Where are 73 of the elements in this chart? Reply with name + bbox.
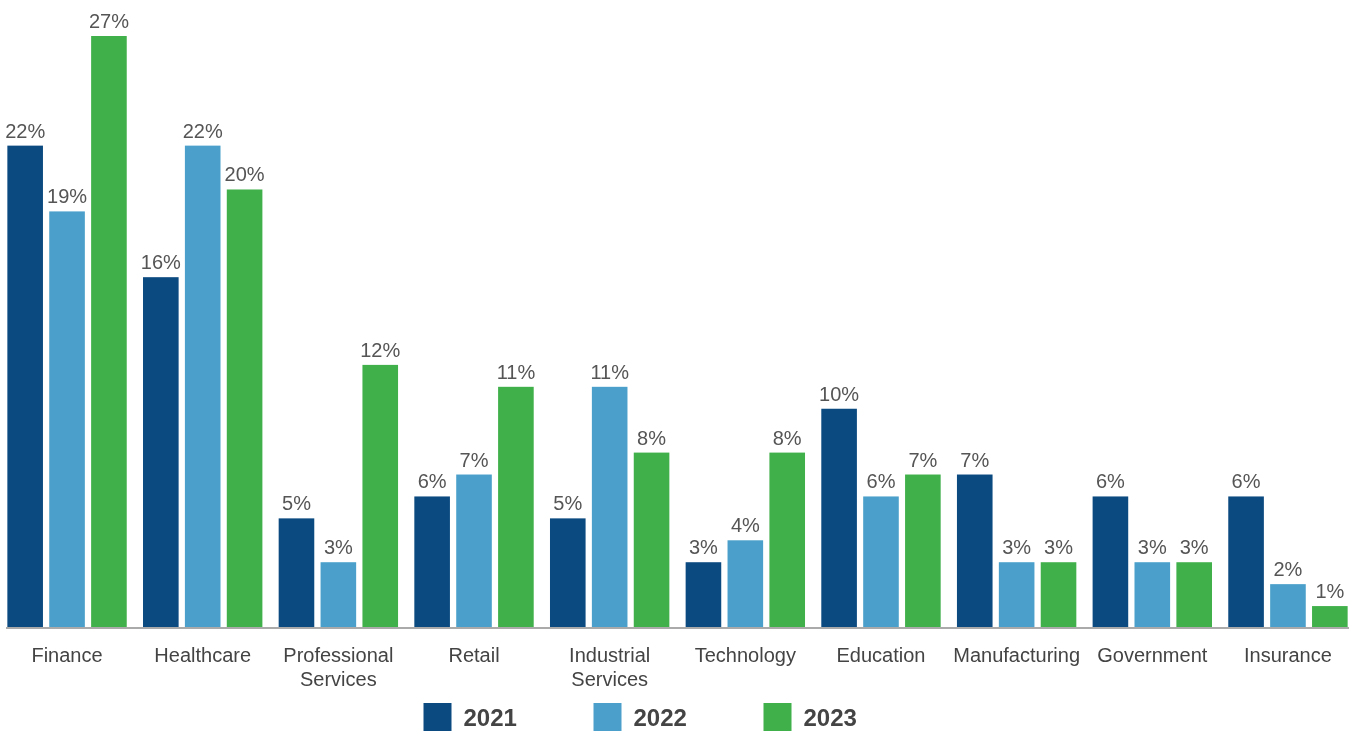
data-label: 22% bbox=[5, 119, 46, 142]
x-tick-label: Insurance bbox=[1244, 644, 1332, 666]
bar bbox=[769, 452, 806, 628]
bar bbox=[320, 562, 357, 628]
data-label: 3% bbox=[1179, 536, 1209, 559]
data-label: 22% bbox=[182, 119, 223, 142]
bar bbox=[414, 496, 450, 628]
bar bbox=[998, 562, 1035, 628]
data-label: 3% bbox=[1002, 536, 1032, 559]
bar bbox=[727, 540, 764, 628]
bar bbox=[905, 474, 941, 628]
bar bbox=[456, 474, 492, 628]
data-label: 3% bbox=[1137, 536, 1167, 559]
legend-label: 2023 bbox=[803, 704, 857, 731]
data-label: 7% bbox=[459, 448, 489, 471]
data-label: 6% bbox=[417, 470, 447, 493]
bar bbox=[1228, 496, 1264, 628]
data-label: 3% bbox=[1044, 536, 1074, 559]
bar bbox=[49, 211, 85, 628]
data-label: 3% bbox=[323, 536, 354, 559]
data-label: 4% bbox=[730, 514, 760, 537]
bar bbox=[591, 386, 628, 628]
data-label: 3% bbox=[688, 536, 719, 559]
bar bbox=[863, 496, 899, 628]
data-label: 19% bbox=[47, 185, 88, 208]
legend-label: 2021 bbox=[463, 704, 517, 731]
x-tick-label: Professional Services bbox=[283, 644, 394, 690]
bar bbox=[1176, 562, 1212, 628]
bar bbox=[549, 518, 586, 628]
data-label: 11% bbox=[590, 360, 630, 383]
data-label: 10% bbox=[819, 382, 860, 405]
x-tick-label: Industrial Services bbox=[569, 644, 651, 690]
x-tick-label: Government bbox=[1097, 644, 1208, 666]
bar bbox=[633, 452, 670, 628]
x-tick-label: Retail bbox=[448, 644, 500, 666]
data-label: 6% bbox=[866, 470, 896, 493]
data-label: 5% bbox=[282, 492, 312, 515]
data-label: 16% bbox=[140, 251, 182, 274]
bar bbox=[821, 408, 857, 628]
data-label: 20% bbox=[224, 163, 265, 186]
data-label: 5% bbox=[553, 492, 583, 515]
data-label: 2% bbox=[1273, 558, 1303, 581]
x-tick-label: Technology bbox=[694, 644, 796, 666]
bar bbox=[362, 364, 399, 628]
data-label: 8% bbox=[637, 426, 667, 449]
bar bbox=[1040, 562, 1077, 628]
bar bbox=[956, 474, 993, 628]
data-label: 6% bbox=[1231, 470, 1261, 493]
x-tick-label: Education bbox=[836, 644, 926, 666]
data-label: 12% bbox=[360, 338, 401, 361]
data-label: 1% bbox=[1315, 580, 1345, 603]
data-label: 8% bbox=[772, 426, 802, 449]
bar bbox=[184, 145, 221, 628]
bar bbox=[143, 277, 179, 628]
data-label: 11% bbox=[496, 360, 536, 383]
data-label: 27% bbox=[88, 10, 130, 32]
bar bbox=[1312, 606, 1348, 628]
data-label: 6% bbox=[1095, 470, 1126, 493]
bar bbox=[1270, 584, 1306, 628]
data-label: 7% bbox=[908, 448, 938, 471]
x-tick-label: Finance bbox=[31, 644, 103, 666]
data-label: 7% bbox=[960, 448, 990, 471]
bar bbox=[278, 518, 315, 628]
bar bbox=[91, 36, 127, 628]
bar bbox=[685, 562, 722, 628]
bar bbox=[226, 189, 263, 628]
legend-label: 2022 bbox=[633, 704, 687, 731]
bar bbox=[1134, 562, 1171, 628]
bar bbox=[7, 145, 43, 628]
bar bbox=[498, 386, 534, 628]
bar bbox=[1092, 496, 1129, 628]
x-tick-label: Manufacturing bbox=[953, 644, 1081, 666]
x-tick-label: Healthcare bbox=[154, 644, 252, 666]
